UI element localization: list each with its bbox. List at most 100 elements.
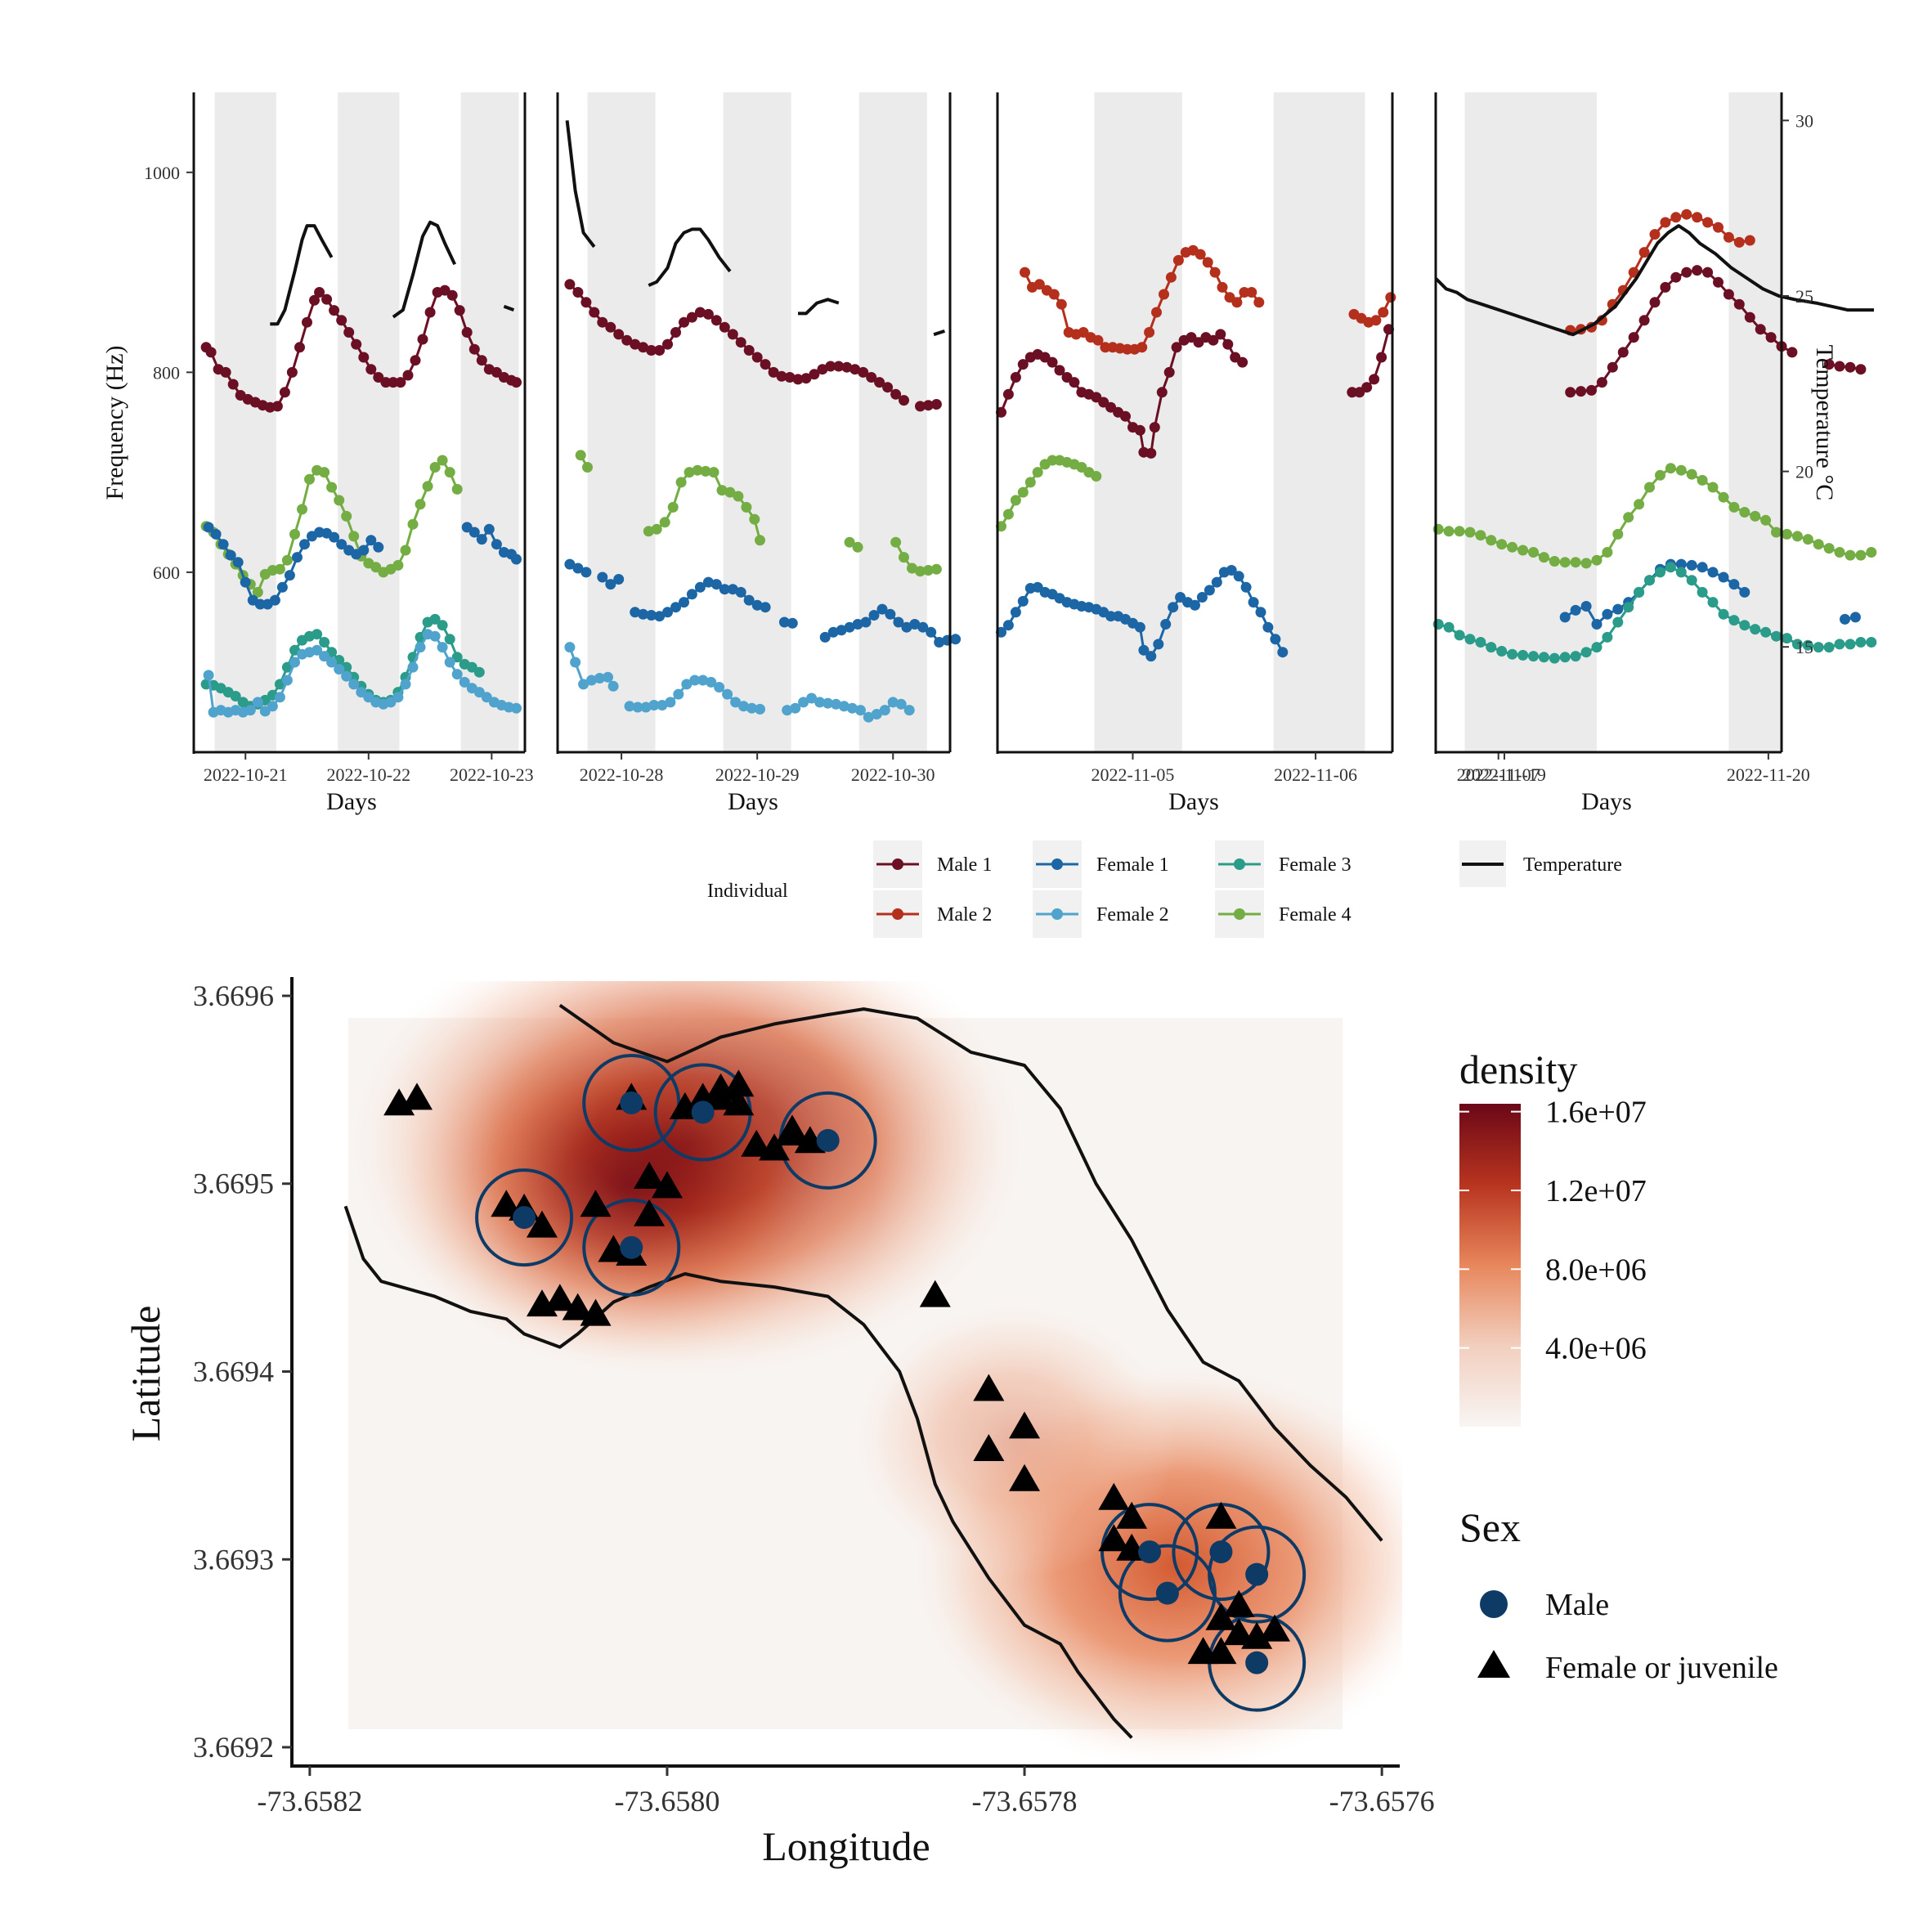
male-1-point: [768, 366, 779, 378]
female-1-point: [613, 574, 625, 585]
female-2-point: [312, 644, 323, 656]
male-1-point: [329, 305, 340, 316]
female-point: [1241, 1621, 1273, 1649]
male-1-point: [365, 364, 377, 375]
female-2-point: [706, 676, 717, 688]
female-3-point: [1718, 608, 1729, 620]
female-2-point: [879, 705, 890, 716]
left-bank-line: [343, 1205, 1133, 1739]
female-4-point: [852, 541, 863, 553]
female-4-point: [1771, 527, 1782, 538]
female-4-point: [1507, 541, 1518, 553]
male-2-point: [1092, 334, 1104, 346]
female-2-point: [722, 688, 733, 700]
male-1-point: [1681, 267, 1692, 278]
male-1-point: [899, 395, 909, 406]
male-2-point: [1033, 279, 1045, 290]
frequency-y-axis-title: Frequency (Hz): [101, 345, 128, 500]
male-1-point: [1670, 271, 1682, 283]
female-2-point: [415, 642, 426, 653]
female-point: [1116, 1501, 1148, 1529]
male-1-point: [1607, 361, 1618, 373]
female-1-point: [254, 598, 266, 610]
stream-banks: [343, 1003, 1383, 1739]
female-1-point: [1153, 639, 1164, 650]
male-1-point: [809, 369, 820, 380]
male-1-point: [833, 361, 845, 372]
female-4-point: [1634, 499, 1645, 510]
female-4-point: [643, 526, 654, 537]
female-1-point: [1226, 565, 1237, 576]
male-1-point: [227, 379, 239, 390]
female-4-point: [1528, 547, 1539, 558]
female-point: [973, 1374, 1005, 1401]
male-point: [1209, 1540, 1233, 1564]
y-tick-label: 600: [153, 563, 180, 583]
male-1-point: [1617, 347, 1629, 358]
male-2-point: [1144, 327, 1155, 338]
male-range-circle: [475, 1168, 574, 1267]
female-1-point: [203, 522, 214, 533]
male-2-point: [1702, 217, 1714, 228]
temperature-line: [270, 224, 334, 326]
female-3-point: [473, 666, 485, 678]
temperature-line: [1434, 224, 1874, 337]
female-4-point: [1570, 557, 1581, 568]
male-1-point: [817, 364, 828, 375]
female-1-point: [819, 631, 831, 643]
legend-item-female-3: Female 3: [1215, 840, 1352, 888]
map-x-ticks: -73.6582 -73.6580 -73.6578 -73.6576: [257, 1766, 1435, 1818]
female-4-point: [415, 499, 426, 510]
female-4-point: [1697, 474, 1708, 486]
female-1-point: [1248, 597, 1259, 608]
y2-tick-label: 25: [1795, 286, 1813, 307]
male-1-point: [1723, 289, 1734, 300]
female-4-point: [444, 467, 455, 478]
male-1-point: [439, 285, 451, 296]
female-2-point: [863, 711, 874, 723]
female-1-point: [1017, 595, 1029, 607]
male-2-point: [1231, 297, 1243, 308]
female-4-point: [1549, 556, 1560, 567]
male-2-point: [1239, 287, 1250, 298]
female-point: [973, 1434, 1005, 1461]
female-2-point: [831, 698, 841, 710]
female-2-point: [657, 700, 668, 710]
legend-male-marker: [1480, 1590, 1508, 1618]
female-2-point: [267, 701, 278, 712]
female-1-point: [1168, 602, 1179, 613]
female-1-point: [564, 558, 576, 570]
male-1-point: [1755, 324, 1766, 335]
male-1-point: [743, 345, 755, 356]
male-2-point: [1649, 229, 1661, 240]
female-1-point: [646, 610, 657, 621]
temperature-y-axis: 15 20 25 30 Temperature °C: [1782, 110, 1838, 657]
female-1-point: [329, 531, 340, 543]
male-1-point: [849, 364, 861, 375]
female-4-point: [899, 552, 909, 563]
y2-tick-label: 20: [1795, 462, 1813, 482]
female-2-point: [281, 675, 293, 686]
female-3-point: [1612, 616, 1624, 628]
male-1-point: [1208, 334, 1219, 346]
temperature-line: [392, 220, 457, 319]
female-point: [1098, 1482, 1130, 1510]
male-1-point: [1576, 386, 1587, 397]
female-4-point: [844, 536, 855, 548]
female-3-point: [1782, 633, 1792, 644]
female-2-point: [689, 675, 701, 686]
female-1-point: [1134, 621, 1145, 633]
male-1-point: [395, 377, 406, 388]
female-3-point: [1834, 639, 1845, 650]
female-4-point: [1032, 467, 1043, 478]
male-1-point: [1649, 297, 1661, 308]
female-3-point: [1591, 642, 1603, 653]
male-1-point: [679, 316, 689, 328]
y2-tick-label: 15: [1795, 637, 1813, 657]
female-2-point: [319, 651, 330, 662]
male-point: [691, 1100, 715, 1124]
male-1-point: [1376, 352, 1387, 363]
female-1-point: [926, 626, 937, 638]
female-1-point: [1160, 619, 1172, 630]
female-4-point: [1760, 514, 1772, 526]
